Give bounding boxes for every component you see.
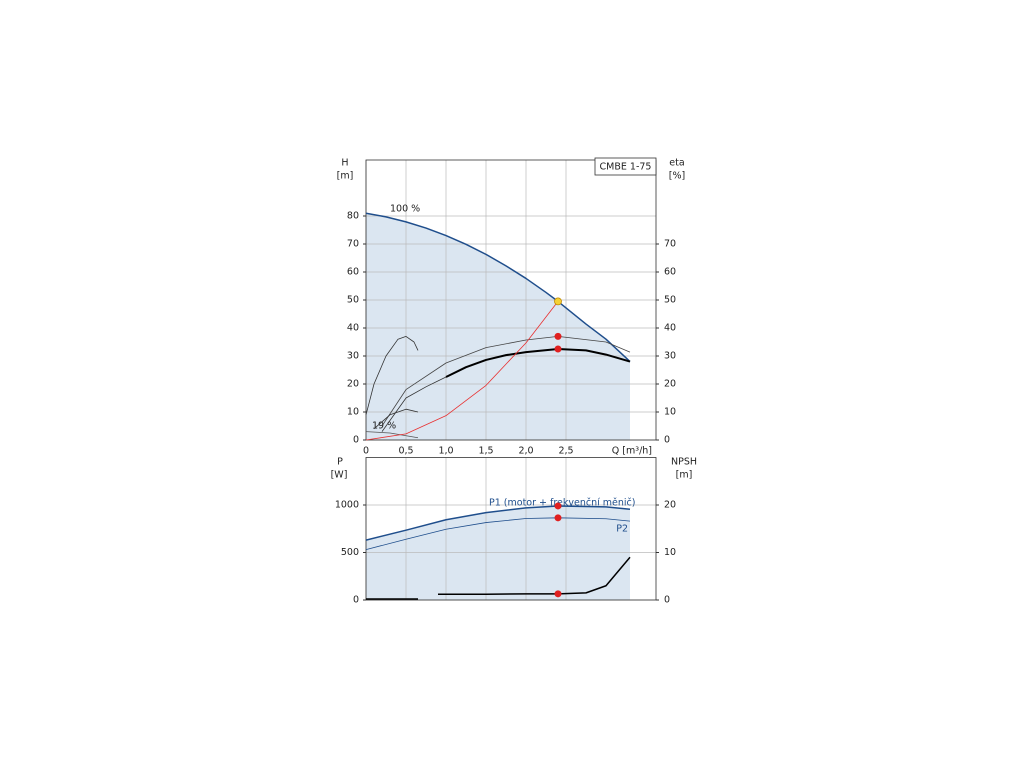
area-fill	[366, 213, 630, 440]
x-axis-label: Q [m³/h]	[612, 446, 652, 457]
y2-tick-label: 50	[664, 295, 676, 306]
chart-title: CMBE 1-75	[600, 162, 652, 173]
y-tick-label: 10	[347, 407, 359, 418]
curve	[381, 336, 631, 427]
curve	[365, 517, 631, 551]
curve	[365, 505, 631, 541]
y2-tick-label: 0	[664, 595, 670, 606]
plot-frame	[365, 457, 657, 601]
y-axis-label: H	[341, 158, 348, 169]
x-tick-label: 0,5	[398, 446, 413, 457]
panel: 0 500 1000 0 10 20 P1 (motor + frekvenční měni…	[335, 457, 676, 606]
series-label: 100 %	[390, 204, 420, 215]
y2-tick-label: 70	[664, 239, 676, 250]
x-tick-label: 1,0	[438, 446, 453, 457]
curve	[365, 301, 559, 441]
x-tick-label: 2,5	[558, 446, 573, 457]
curve	[381, 376, 447, 432]
series-label: 19 %	[372, 421, 396, 432]
y2-tick-label: 20	[664, 500, 676, 511]
y2-tick-label: 0	[664, 435, 670, 446]
curve	[373, 408, 419, 430]
curve	[365, 336, 419, 415]
x-tick-label: 2,0	[518, 446, 533, 457]
curve	[445, 348, 631, 378]
x-tick-label: 1,5	[478, 446, 493, 457]
point	[554, 590, 562, 598]
y-tick-label: 1000	[335, 500, 359, 511]
y2-tick-label: 10	[664, 407, 676, 418]
y2-tick-label: 30	[664, 351, 676, 362]
y2-axis-unit: [%]	[669, 171, 685, 182]
title-box	[594, 157, 657, 176]
y-tick-label: 60	[347, 267, 359, 278]
y-axis-unit: [m]	[337, 171, 354, 182]
point	[554, 332, 562, 340]
y2-axis-unit: [m]	[676, 470, 693, 481]
y-tick-label: 500	[341, 547, 359, 558]
y2-tick-label: 60	[664, 267, 676, 278]
point	[554, 345, 562, 353]
y2-tick-label: 20	[664, 379, 676, 390]
series-label: P2	[616, 524, 628, 535]
panel: 0 0,5 1,0 1,5 2,0 2,5 0 10 20 30 40 50 60 70 80 0 10 20 30…	[347, 159, 676, 457]
y-tick-label: 40	[347, 323, 359, 334]
y-tick-label: 50	[347, 295, 359, 306]
curve	[365, 212, 631, 363]
y-tick-label: 80	[347, 211, 359, 222]
y2-axis-label: eta	[669, 158, 684, 169]
series-label: P1 (motor + frekvenční měnič)	[489, 498, 635, 509]
y2-tick-label: 40	[664, 323, 676, 334]
plot-frame	[365, 159, 657, 441]
y2-axis-label: NPSH	[671, 457, 697, 468]
x-tick-label: 0	[363, 446, 369, 457]
area-fill	[366, 505, 630, 600]
y-tick-label: 0	[353, 435, 359, 446]
point	[554, 514, 562, 522]
y-tick-label: 70	[347, 239, 359, 250]
point	[554, 502, 562, 510]
y-tick-label: 30	[347, 351, 359, 362]
y-tick-label: 0	[353, 595, 359, 606]
y-tick-label: 20	[347, 379, 359, 390]
point	[554, 297, 562, 306]
y-axis-unit: [W]	[331, 470, 348, 481]
y-axis-label: P	[337, 457, 343, 468]
y2-tick-label: 10	[664, 547, 676, 558]
curve	[365, 431, 419, 439]
